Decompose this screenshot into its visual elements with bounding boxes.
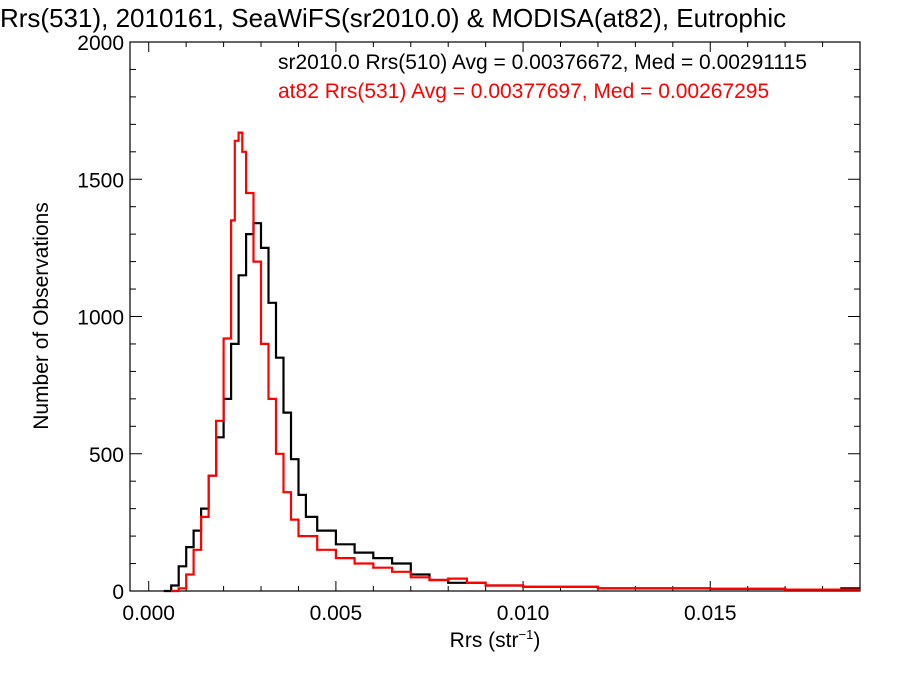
x-axis-label-main: Rrs (str [450, 629, 519, 652]
chart-title: Rrs(531), 2010161, SeaWiFS(sr2010.0) & M… [0, 3, 786, 33]
y-tick-label: 500 [89, 444, 124, 467]
x-tick-label: 0.010 [497, 602, 550, 625]
legend-entry-at82: at82 Rrs(531) Avg = 0.00377697, Med = 0.… [278, 80, 769, 103]
x-axis-label-end: ) [533, 629, 540, 652]
legend: sr2010.0 Rrs(510) Avg = 0.00376672, Med … [278, 51, 807, 103]
plot-area: 0.000 0.005 0.010 0.015 0 500 1000 1500 2000 [77, 32, 861, 625]
series-layer [163, 131, 860, 593]
y-tick-label: 1500 [77, 169, 124, 192]
y-tick-label: 1000 [77, 307, 124, 330]
legend-entry-sr2010: sr2010.0 Rrs(510) Avg = 0.00376672, Med … [278, 51, 807, 74]
x-tick-label: 0.015 [684, 602, 737, 625]
y-axis-ticks: 0 500 1000 1500 2000 [77, 32, 860, 604]
x-tick-label: 0.005 [310, 602, 363, 625]
x-tick-label: 0.000 [122, 602, 175, 625]
x-axis-ticks: 0.000 0.005 0.010 0.015 [122, 42, 861, 625]
y-tick-label: 2000 [77, 32, 124, 55]
series-line-1 [171, 131, 860, 593]
y-axis-label: Number of Observations [30, 202, 53, 430]
x-axis-label: Rrs (str−1) [450, 627, 541, 652]
series-line-0 [163, 222, 860, 593]
y-tick-label: 0 [112, 581, 124, 604]
x-axis-label-superscript: −1 [519, 627, 534, 642]
